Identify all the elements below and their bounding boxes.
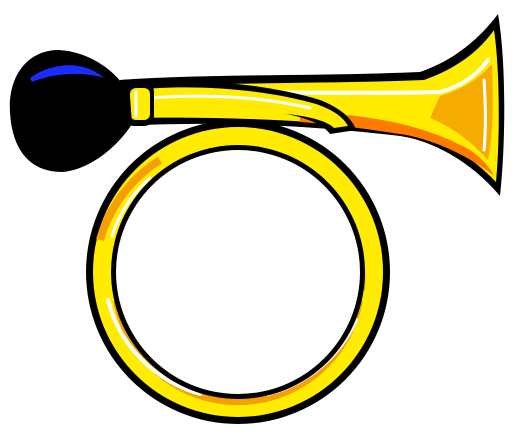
horn-joint <box>130 81 356 134</box>
horn-bulb <box>9 50 154 172</box>
bulb-shine <box>30 65 104 82</box>
horn-coil <box>86 120 390 424</box>
horn-coil-hole <box>116 150 360 394</box>
bulb-body <box>9 50 132 172</box>
